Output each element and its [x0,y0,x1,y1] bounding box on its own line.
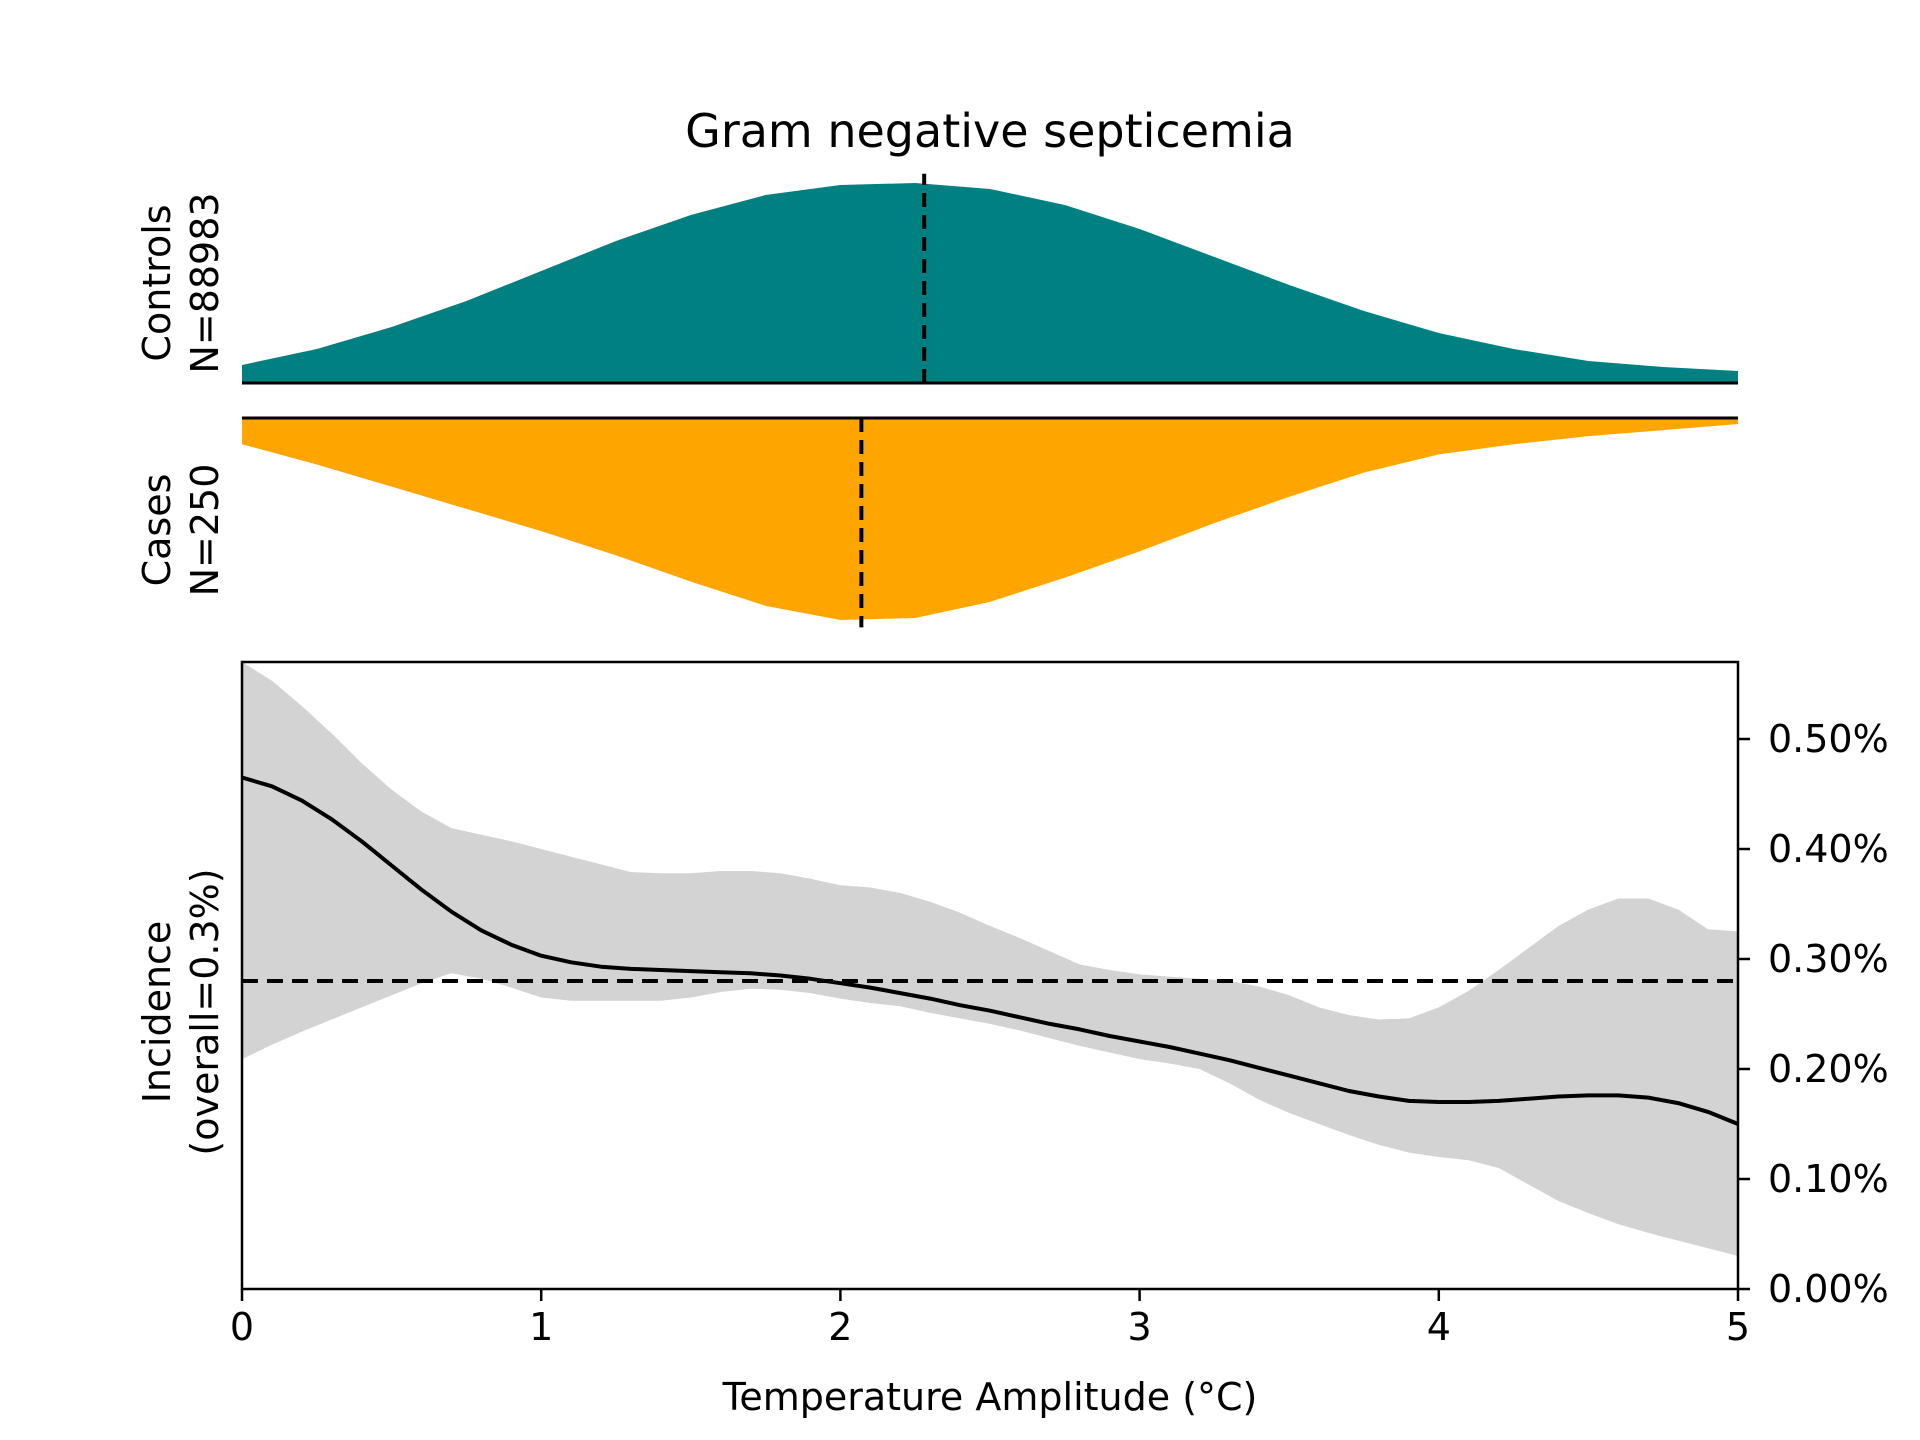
cases-label: Cases [135,474,179,587]
incidence-ylabel-line1: Incidence [135,921,179,1104]
y-tick-label: 0.20% [1768,1047,1889,1091]
y-tick-label: 0.40% [1768,827,1889,871]
controls-label: Controls [135,204,179,361]
x-tick-label: 3 [1128,1305,1152,1349]
y-tick-label: 0.00% [1768,1267,1889,1311]
x-axis: 0 1 2 3 4 5 [230,1289,1750,1349]
cases-panel: Cases N=250 [135,416,1738,628]
x-tick-label: 1 [529,1305,553,1349]
incidence-mean-line [241,775,1739,1126]
incidence-ylabel-line2: (overall=0.3%) [183,868,227,1155]
plot-frame [240,660,1740,1291]
incidence-panel: 0 1 2 3 4 5 0.00% 0.10% 0.20% 0.30% 0.40% 0.50% In… [135,660,1889,1419]
controls-density-area [242,183,1738,383]
cases-n-label: N=250 [183,464,227,597]
x-tick-label: 0 [230,1305,254,1349]
cases-density-area [242,418,1738,620]
x-tick-label: 5 [1726,1305,1750,1349]
x-axis-label: Temperature Amplitude (°C) [722,1375,1258,1419]
y-tick-label: 0.30% [1768,937,1889,981]
x-tick-label: 4 [1427,1305,1451,1349]
controls-n-label: N=88983 [183,192,227,373]
x-tick-label: 2 [828,1305,852,1349]
y-tick-label: 0.50% [1768,717,1889,761]
chart-title: Gram negative septicemia [685,104,1295,158]
controls-panel: Controls N=88983 [135,173,1738,385]
confidence-band [242,662,1738,1256]
y-axis-right: 0.00% 0.10% 0.20% 0.30% 0.40% 0.50% [1738,717,1889,1311]
y-tick-label: 0.10% [1768,1157,1889,1201]
